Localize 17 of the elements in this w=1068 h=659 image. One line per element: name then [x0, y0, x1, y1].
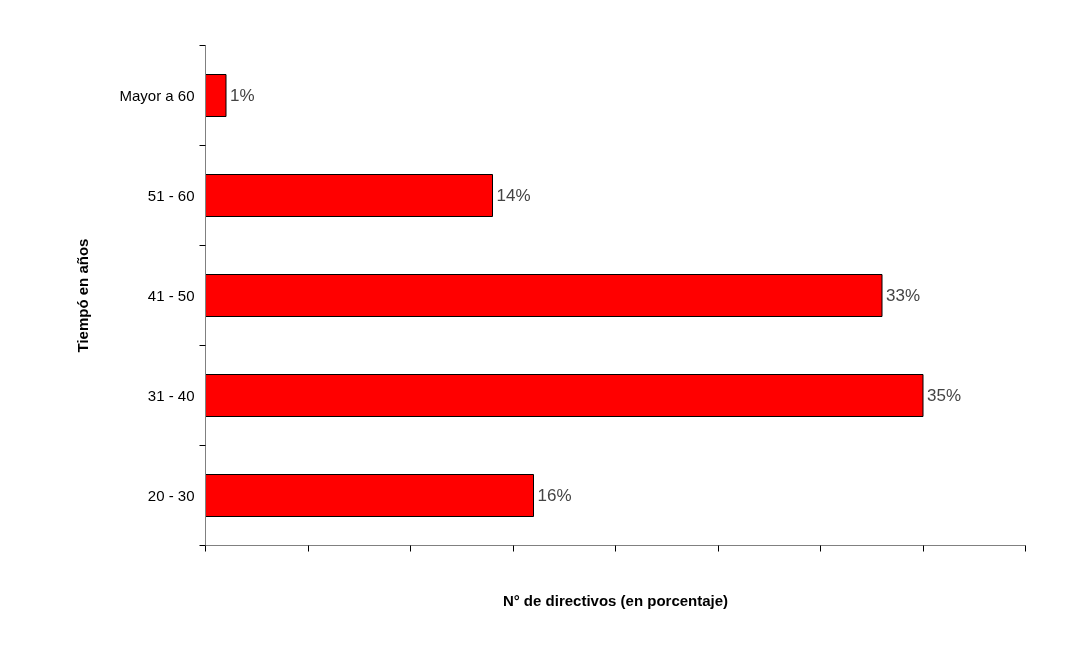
bar — [205, 374, 924, 417]
y-tick-label: 41 - 50 — [147, 287, 195, 304]
y-tick-label: 51 - 60 — [147, 187, 195, 204]
data-label: 1% — [230, 86, 255, 105]
y-tick-label: 20 - 30 — [147, 487, 195, 504]
y-axis-title: Tiempó en años — [74, 238, 92, 353]
bar — [205, 174, 493, 217]
data-label: 35% — [927, 386, 962, 405]
data-label: 14% — [496, 186, 531, 205]
data-label: 33% — [886, 286, 921, 305]
bar — [205, 274, 883, 317]
y-tick-label: Mayor a 60 — [119, 87, 195, 104]
data-label: 16% — [537, 486, 572, 505]
y-tick-label: 31 - 40 — [147, 387, 195, 404]
bar — [205, 74, 227, 117]
x-axis-title: N° de directivos (en porcentaje) — [502, 591, 729, 609]
bar — [205, 474, 534, 517]
